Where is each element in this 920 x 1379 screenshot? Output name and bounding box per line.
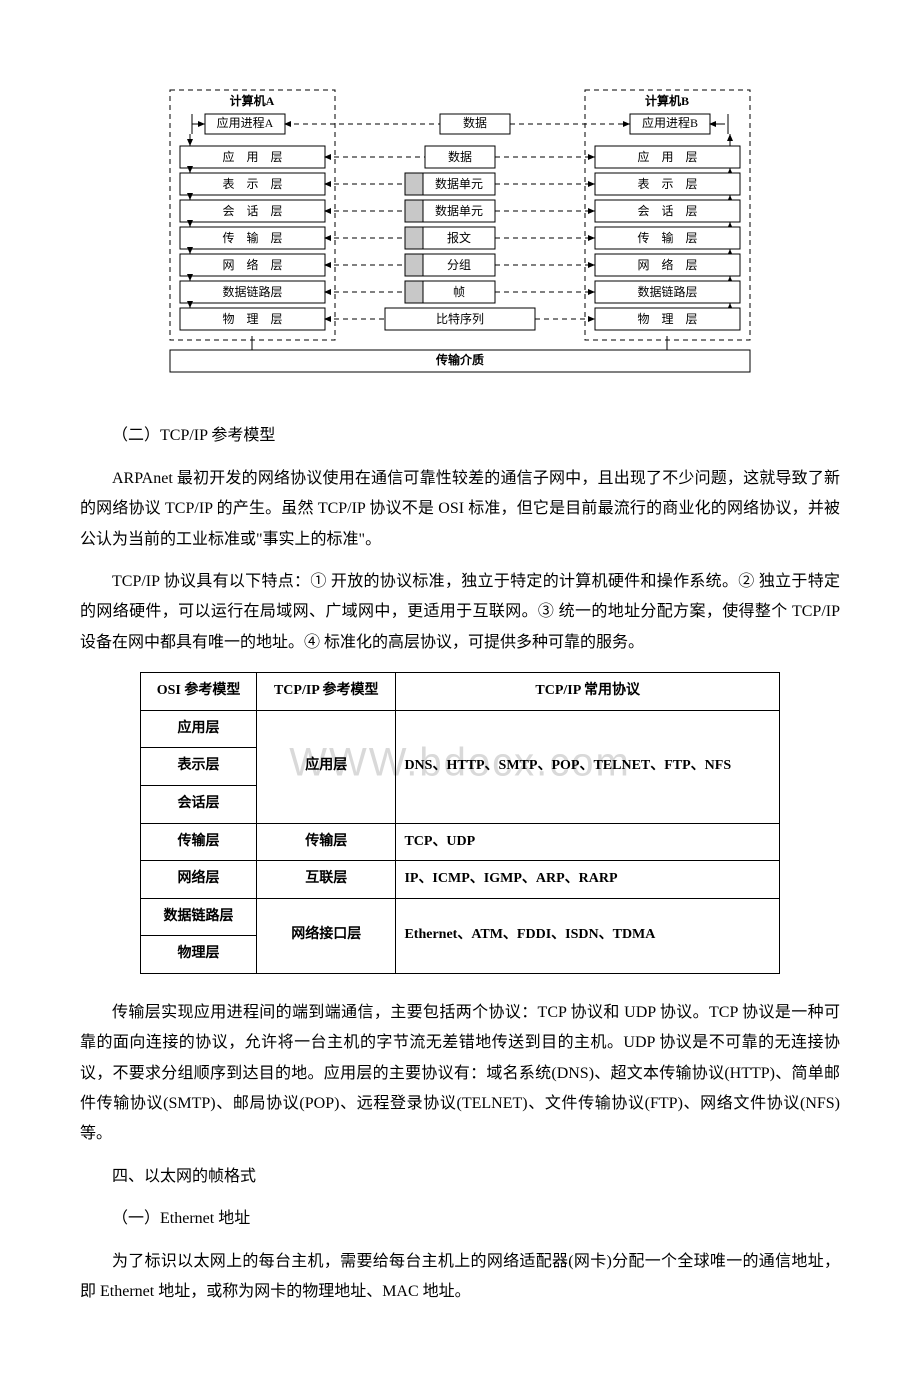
col-tcpip-model: TCP/IP 参考模型 — [257, 673, 396, 711]
cell-proto: Ethernet、ATM、FDDI、ISDN、TDMA — [396, 898, 780, 973]
cell-osi: 物理层 — [141, 936, 257, 974]
svg-text:物 理 层: 物 理 层 — [222, 312, 282, 326]
section-2-title: （二）TCP/IP 参考模型 — [80, 421, 840, 451]
col-osi: OSI 参考模型 — [141, 673, 257, 711]
svg-text:表 示 层: 表 示 层 — [222, 177, 282, 191]
svg-text:应 用 层: 应 用 层 — [222, 149, 282, 164]
cell-proto: TCP、UDP — [396, 823, 780, 861]
svg-text:会 话 层: 会 话 层 — [222, 204, 282, 218]
svg-text:帧: 帧 — [453, 285, 465, 299]
paragraph-transport-layer: 传输层实现应用进程间的端到端通信，主要包括两个协议：TCP 协议和 UDP 协议… — [80, 998, 840, 1150]
section-4-title: 四、以太网的帧格式 — [80, 1162, 840, 1192]
table-row: 网络层互联层IP、ICMP、IGMP、ARP、RARP — [141, 861, 780, 899]
cell-osi: 表示层 — [141, 748, 257, 786]
svg-text:传 输 层: 传 输 层 — [637, 230, 697, 245]
svg-text:网 络 层: 网 络 层 — [637, 257, 697, 272]
svg-text:数据链路层: 数据链路层 — [222, 284, 282, 299]
svg-text:应 用 层: 应 用 层 — [637, 149, 697, 164]
svg-text:传输介质: 传输介质 — [435, 352, 484, 367]
svg-text:数据单元: 数据单元 — [435, 176, 483, 191]
svg-text:会 话 层: 会 话 层 — [637, 204, 697, 218]
svg-text:计算机B: 计算机B — [645, 93, 689, 108]
cell-proto: DNS、HTTP、SMTP、POP、TELNET、FTP、NFS — [396, 710, 780, 823]
svg-text:比特序列: 比特序列 — [436, 311, 484, 326]
svg-text:数据单元: 数据单元 — [435, 203, 483, 218]
cell-tcp: 传输层 — [257, 823, 396, 861]
section-4-1-title: （一）Ethernet 地址 — [80, 1204, 840, 1234]
svg-text:计算机A: 计算机A — [230, 93, 275, 108]
tcpip-comparison-table: OSI 参考模型 TCP/IP 参考模型 TCP/IP 常用协议 应用层应用层D… — [140, 672, 780, 974]
svg-text:应用进程A: 应用进程A — [217, 115, 274, 130]
svg-text:分组: 分组 — [447, 258, 471, 272]
table-row: 数据链路层网络接口层Ethernet、ATM、FDDI、ISDN、TDMA — [141, 898, 780, 936]
cell-tcp: 网络接口层 — [257, 898, 396, 973]
table-row: 传输层传输层TCP、UDP — [141, 823, 780, 861]
svg-text:数据链路层: 数据链路层 — [637, 284, 697, 299]
cell-osi: 网络层 — [141, 861, 257, 899]
svg-text:数据: 数据 — [448, 149, 472, 164]
cell-tcp: 互联层 — [257, 861, 396, 899]
svg-text:数据: 数据 — [463, 115, 487, 130]
cell-osi: 应用层 — [141, 710, 257, 748]
cell-tcp: 应用层 — [257, 710, 396, 823]
table-row: 应用层应用层DNS、HTTP、SMTP、POP、TELNET、FTP、NFS — [141, 710, 780, 748]
cell-osi: 传输层 — [141, 823, 257, 861]
cell-osi: 数据链路层 — [141, 898, 257, 936]
paragraph-ethernet-addr: 为了标识以太网上的每台主机，需要给每台主机上的网络适配器(网卡)分配一个全球唯一… — [80, 1247, 840, 1308]
svg-text:应用进程B: 应用进程B — [642, 115, 698, 130]
paragraph-arpanet: ARPAnet 最初开发的网络协议使用在通信可靠性较差的通信子网中，且出现了不少… — [80, 464, 840, 555]
svg-text:报文: 报文 — [447, 230, 471, 245]
svg-text:传 输 层: 传 输 层 — [222, 230, 282, 245]
cell-osi: 会话层 — [141, 785, 257, 823]
svg-text:网 络 层: 网 络 层 — [222, 257, 282, 272]
col-tcpip-proto: TCP/IP 常用协议 — [396, 673, 780, 711]
svg-text:表 示 层: 表 示 层 — [637, 177, 697, 191]
paragraph-tcpip-features: TCP/IP 协议具有以下特点：① 开放的协议标准，独立于特定的计算机硬件和操作… — [80, 567, 840, 658]
osi-encapsulation-diagram: 计算机A 计算机B 应用进程A 应用进程B 数据 应 用 层 应 用 层 数据表 示… — [150, 80, 770, 391]
svg-text:物 理 层: 物 理 层 — [637, 312, 697, 326]
cell-proto: IP、ICMP、IGMP、ARP、RARP — [396, 861, 780, 899]
